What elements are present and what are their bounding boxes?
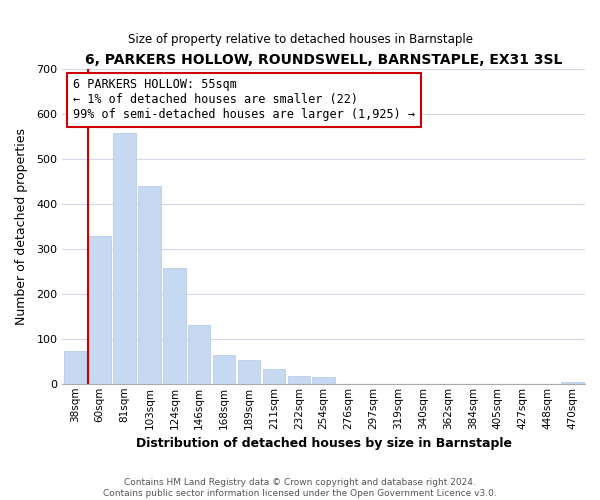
Text: Contains HM Land Registry data © Crown copyright and database right 2024.
Contai: Contains HM Land Registry data © Crown c… [103, 478, 497, 498]
Bar [213, 354, 235, 384]
Bar [138, 186, 161, 384]
Bar [238, 360, 260, 384]
Bar [562, 382, 584, 384]
Bar [313, 378, 335, 384]
Title: 6, PARKERS HOLLOW, ROUNDSWELL, BARNSTAPLE, EX31 3SL: 6, PARKERS HOLLOW, ROUNDSWELL, BARNSTAPL… [85, 52, 562, 66]
Text: 6 PARKERS HOLLOW: 55sqm
← 1% of detached houses are smaller (22)
99% of semi-det: 6 PARKERS HOLLOW: 55sqm ← 1% of detached… [73, 78, 415, 122]
Bar [188, 326, 211, 384]
Bar [163, 268, 185, 384]
Bar [287, 376, 310, 384]
X-axis label: Distribution of detached houses by size in Barnstaple: Distribution of detached houses by size … [136, 437, 512, 450]
Y-axis label: Number of detached properties: Number of detached properties [15, 128, 28, 325]
Text: Size of property relative to detached houses in Barnstaple: Size of property relative to detached ho… [128, 32, 473, 46]
Bar [64, 352, 86, 384]
Bar [113, 134, 136, 384]
Bar [88, 236, 111, 384]
Bar [263, 369, 285, 384]
